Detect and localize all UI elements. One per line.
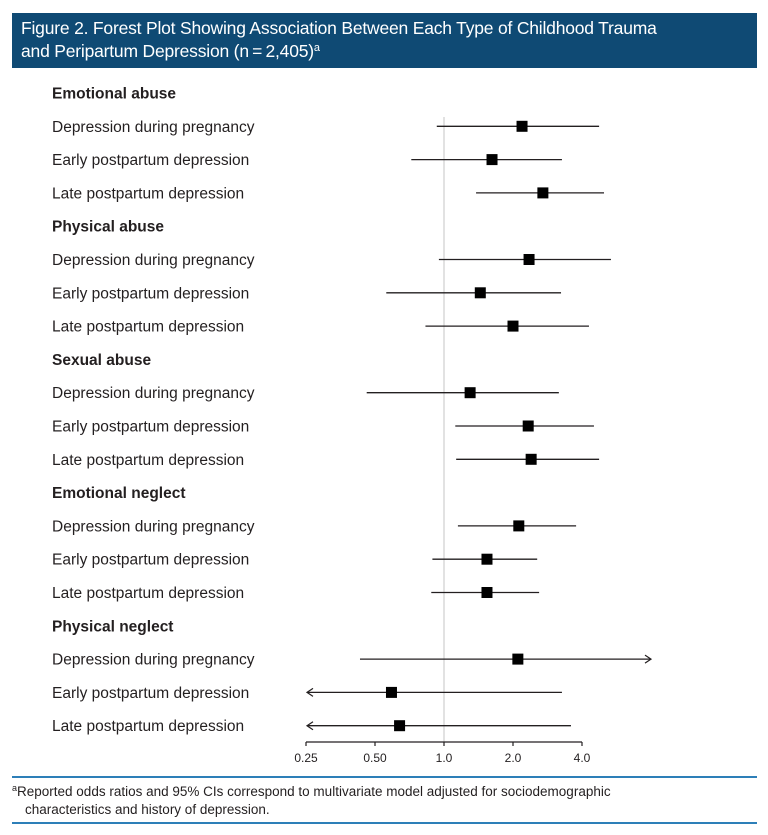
group-label: Physical abuse (52, 219, 164, 236)
odds-ratio-marker (481, 553, 493, 565)
x-tick-label: 0.25 (294, 751, 318, 765)
x-tick-label: 4.0 (574, 751, 591, 765)
row-label: Early postpartum depression (52, 552, 249, 569)
row-label: Early postpartum depression (52, 152, 249, 169)
row-label: Early postpartum depression (52, 419, 249, 436)
group-label: Physical neglect (52, 618, 173, 635)
row-label: Early postpartum depression (52, 285, 249, 302)
row-label: Early postpartum depression (52, 685, 249, 702)
group-label: Emotional neglect (52, 485, 186, 502)
figure-title: Figure 2. Forest Plot Showing Associatio… (21, 17, 748, 63)
odds-ratio-marker (525, 453, 537, 465)
ci-left-arrow (305, 687, 314, 697)
row-label: Depression during pregnancy (52, 252, 255, 269)
x-tick-label: 1.0 (436, 751, 453, 765)
odds-ratio-marker (523, 254, 535, 265)
row-label: Late postpartum depression (52, 319, 244, 336)
odds-ratio-marker (512, 653, 524, 665)
odds-ratio-marker (507, 320, 519, 332)
ci-left-arrow (305, 721, 314, 731)
row-label: Depression during pregnancy (52, 518, 255, 535)
forest-plot: Emotional abuse Depression during pregnan… (52, 86, 653, 765)
footnote-bottom-rule (12, 822, 757, 824)
odds-ratio-marker (522, 420, 534, 432)
odds-ratio-marker (474, 287, 486, 299)
footnote-top-rule (12, 776, 757, 778)
odds-ratio-marker (385, 686, 397, 698)
row-label: Depression during pregnancy (52, 119, 255, 136)
footnote-line2: characteristics and history of depressio… (25, 802, 270, 817)
figure-title-box: Figure 2. Forest Plot Showing Associatio… (12, 13, 757, 68)
odds-ratio-marker (516, 120, 528, 132)
x-tick-label: 0.50 (363, 751, 387, 765)
title-footnote-marker: a (313, 42, 320, 54)
footnote-marker: a (12, 783, 18, 793)
odds-ratio-marker (513, 520, 525, 532)
figure-title-line1: Figure 2. Forest Plot Showing Associatio… (21, 18, 657, 38)
row-label: Late postpartum depression (52, 185, 244, 202)
odds-ratio-marker (394, 720, 406, 732)
figure-title-line2: and Peripartum Depression (n = 2,405) (21, 41, 314, 61)
odds-ratio-marker (464, 387, 476, 399)
row-label: Late postpartum depression (52, 718, 244, 735)
footnote-line1: Reported odds ratios and 95% CIs corresp… (17, 784, 611, 799)
row-label: Depression during pregnancy (52, 652, 255, 669)
odds-ratio-marker (486, 154, 498, 166)
footnote: aReported odds ratios and 95% CIs corres… (12, 783, 732, 819)
odds-ratio-marker (537, 187, 549, 199)
group-label: Sexual abuse (52, 352, 151, 369)
x-tick-label: 2.0 (505, 751, 522, 765)
odds-ratio-marker (481, 587, 493, 598)
row-label: Late postpartum depression (52, 452, 244, 469)
group-label: Emotional abuse (52, 86, 176, 103)
row-label: Late postpartum depression (52, 585, 244, 602)
row-label: Depression during pregnancy (52, 385, 255, 402)
ci-right-arrow (644, 654, 653, 664)
